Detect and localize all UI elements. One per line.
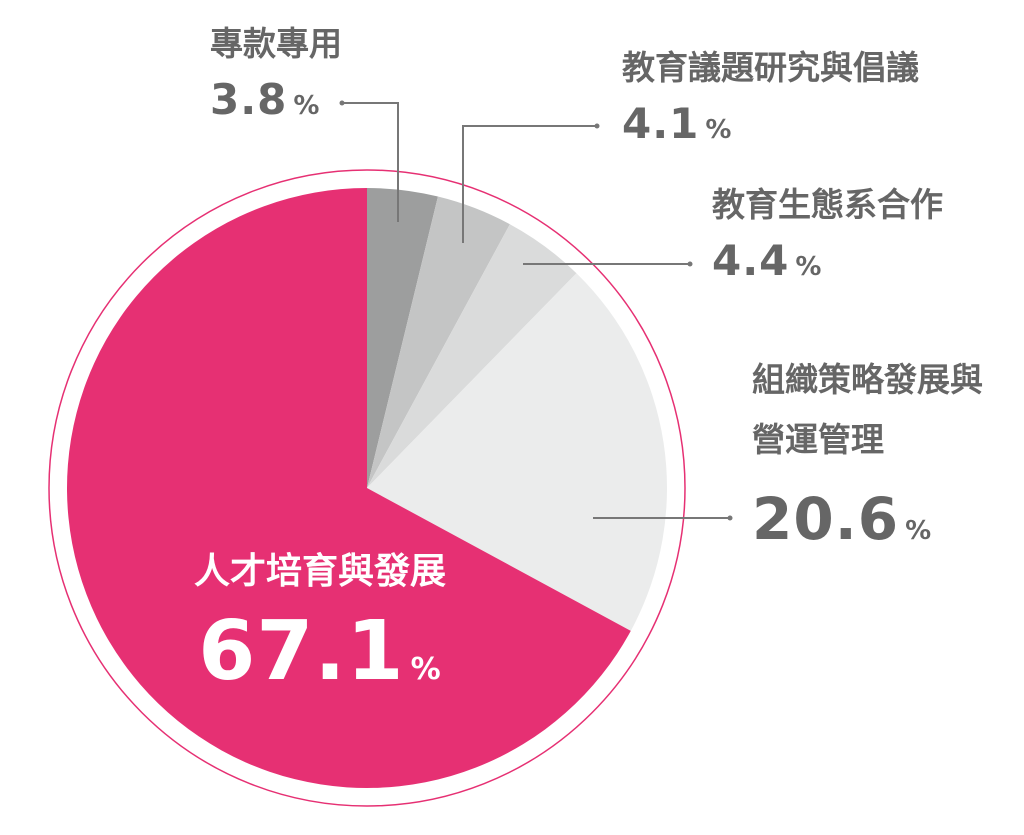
slices (67, 188, 668, 788)
leader-dot (339, 100, 345, 106)
slice-label: 專款專用 3.8% (210, 14, 342, 132)
value-label: 67.1% (160, 602, 480, 720)
category-label: 組織策略發展與營運管理 (752, 360, 983, 459)
leader-dot (687, 261, 693, 267)
value: 67.1 (198, 604, 405, 699)
unit: % (705, 115, 733, 145)
unit: % (293, 91, 321, 121)
value-label: 3.8% (210, 74, 342, 132)
pie-slice (67, 188, 631, 788)
unit: % (795, 252, 823, 282)
category-label: 專款專用 (210, 24, 342, 63)
value-label: 20.6% (752, 484, 992, 566)
leader-line (342, 102, 399, 222)
unit: % (410, 652, 442, 687)
pie-slice (367, 196, 510, 488)
pie-slice (367, 273, 668, 631)
category-label: 教育生態系合作 (712, 185, 943, 224)
value: 3.8 (210, 75, 288, 124)
leader-line (462, 125, 597, 243)
value: 20.6 (752, 485, 900, 553)
slice-label: 教育議題研究與倡議 4.1% (622, 38, 919, 156)
slice-label: 人才培育與發展 67.1% (160, 542, 480, 720)
value-label: 4.4% (712, 235, 943, 293)
slice-label: 組織策略發展與營運管理 20.6% (752, 350, 992, 566)
value: 4.1 (622, 99, 700, 148)
unit: % (905, 516, 933, 546)
value: 4.4 (712, 236, 790, 285)
value-label: 4.1% (622, 98, 919, 156)
pie-slice (367, 188, 438, 488)
outer-ring (48, 169, 686, 807)
category-label: 教育議題研究與倡議 (622, 48, 919, 87)
slice-label: 教育生態系合作 4.4% (712, 175, 943, 293)
leader-dot (594, 123, 600, 129)
pie-slice (367, 224, 577, 488)
category-label: 人才培育與發展 (193, 551, 446, 592)
leader-dot (727, 515, 733, 521)
